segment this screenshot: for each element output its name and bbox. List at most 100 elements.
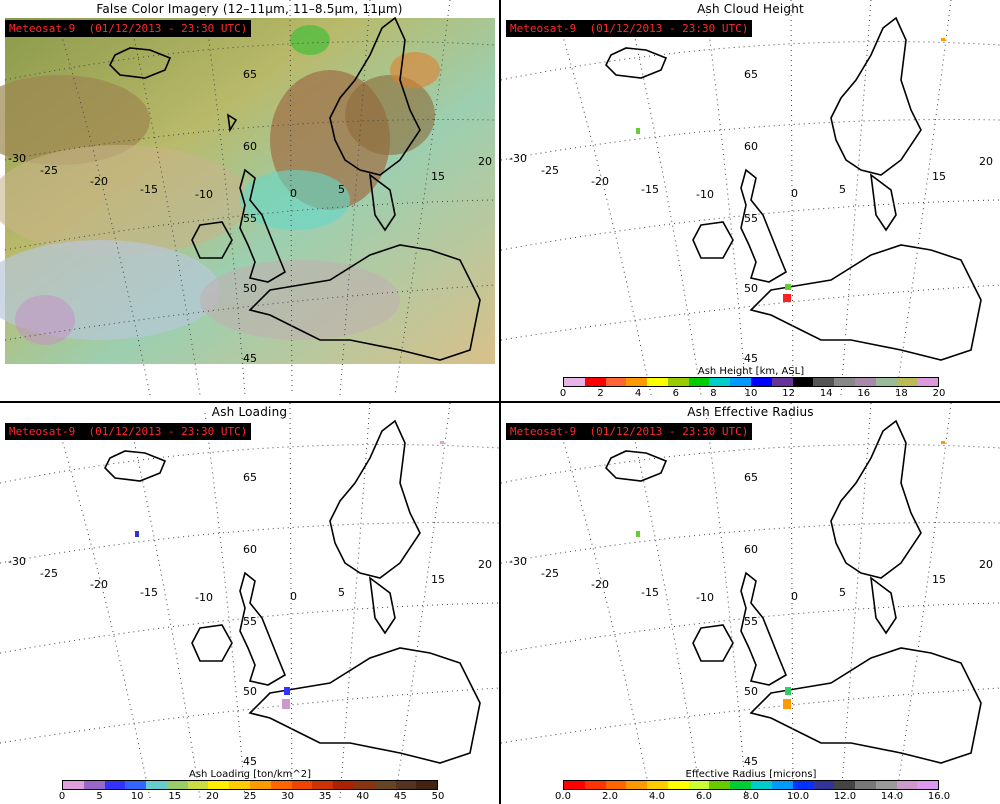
colorbar-tick-label: 12	[782, 388, 795, 399]
lat-label: 50	[243, 282, 257, 295]
timestamp-label: Meteosat-9 (01/12/2013 - 23:30 UTC)	[506, 20, 753, 37]
colorbar-swatch	[63, 781, 84, 789]
panel-title: Ash Loading	[211, 405, 288, 419]
colorbar-tick-label: 6.0	[696, 791, 712, 802]
colorbar-swatch	[626, 378, 648, 386]
colorbar-swatch	[709, 781, 731, 789]
lat-label: 45	[744, 755, 758, 768]
lat-label: 55	[744, 212, 758, 225]
lon-label: -20	[90, 175, 108, 188]
colorbar-tick-label: 30	[281, 791, 294, 802]
colorbar-tick-label: 40	[356, 791, 370, 802]
panel-ash-radius: Ash Effective Radius -30 -25 -20 -15 -10	[501, 403, 1000, 804]
colorbar-swatch	[854, 378, 876, 386]
colorbar-tick-label: 4.0	[649, 791, 665, 802]
panel-title: Ash Effective Radius	[687, 405, 814, 419]
colorbar-tick-label: 12.0	[833, 791, 857, 802]
lon-label: -15	[641, 586, 659, 599]
colorbar-tick-label: 8	[710, 388, 717, 399]
colorbar-swatch	[917, 378, 939, 386]
colorbar-swatch	[771, 378, 793, 386]
lon-label: 15	[431, 573, 445, 586]
colorbar-tick-label: 20	[932, 388, 946, 399]
lon-label: -25	[541, 567, 559, 580]
colorbar-title: Ash Height [km, ASL]	[697, 366, 805, 377]
lon-label: 0	[791, 187, 798, 200]
colorbar-swatch	[751, 781, 772, 789]
ash-loading-map: -30 -25 -20 -15 -10 0 5 15 20 65 60 55 5…	[0, 403, 499, 799]
false-color-map: -30 -25 -20 -15 -10 0 5 15 20 65 60 55 5…	[0, 0, 496, 396]
colorbar-swatch	[208, 781, 230, 789]
lon-label: 15	[431, 170, 445, 183]
lat-label: 65	[744, 471, 758, 484]
lon-label: -15	[140, 183, 158, 196]
colorbar-swatch	[647, 781, 668, 789]
lon-label: 20	[478, 558, 492, 571]
colorbar-swatch	[229, 781, 251, 789]
colorbar-tick-label: 25	[243, 791, 257, 802]
timestamp-label: Meteosat-9 (01/12/2013 - 23:30 UTC)	[506, 423, 753, 440]
colorbar-swatch	[626, 781, 648, 789]
colorbar-tick-label: 4	[635, 388, 642, 399]
lon-label: -15	[140, 586, 158, 599]
panel-ash-loading: Ash Loading -30 -25 -20 -15 -10 0	[0, 403, 499, 804]
lat-label: 60	[744, 543, 758, 556]
timestamp-label: Meteosat-9 (01/12/2013 - 23:30 UTC)	[5, 423, 252, 440]
lon-label: -10	[195, 591, 213, 604]
colorbar-tick-label: 0	[559, 388, 567, 399]
lon-label: -30	[8, 555, 26, 568]
colorbar-swatch	[584, 781, 606, 789]
colorbar-tick-label: 0.0	[555, 791, 571, 802]
colorbar-swatch	[896, 781, 918, 789]
colorbar-tick-label: 10	[130, 791, 144, 802]
lon-label: -30	[509, 152, 527, 165]
colorbar-swatch	[688, 781, 710, 789]
colorbar-swatch	[564, 781, 585, 789]
lon-label: 15	[932, 573, 946, 586]
colorbar-swatch	[792, 781, 814, 789]
colorbar-swatch	[605, 378, 627, 386]
panel-title: False Color Imagery (12–11μm, 11–8.5μm, …	[96, 2, 403, 16]
panel-title: Ash Cloud Height	[697, 2, 804, 16]
colorbar-tick-label: 14.0	[880, 791, 904, 802]
colorbar-swatch	[647, 378, 668, 386]
colorbar-swatch	[416, 781, 438, 789]
lon-label: -30	[509, 555, 527, 568]
lon-label: 5	[338, 183, 345, 196]
colorbar-title: Effective Radius [microns]	[685, 769, 817, 780]
colorbar-tick-label: 5	[96, 791, 103, 802]
colorbar-tick-label: 8.0	[743, 791, 759, 802]
colorbar-tick-label: 10.0	[786, 791, 810, 802]
colorbar-ticks: 0 5 10 15 20 25 30 35 40 45 50	[59, 791, 445, 803]
panel-ash-height: Ash Cloud Height -30 -25 -20 -15 -10 0	[501, 0, 1000, 401]
colorbar-swatch	[667, 378, 689, 386]
lon-label: -20	[90, 578, 108, 591]
colorbar	[563, 780, 939, 790]
lon-label: -10	[696, 591, 714, 604]
colorbar-swatch	[688, 378, 710, 386]
colorbar-swatch	[813, 781, 835, 789]
colorbar-swatch	[312, 781, 334, 789]
timestamp-label: Meteosat-9 (01/12/2013 - 23:30 UTC)	[5, 20, 252, 37]
colorbar-swatch	[709, 378, 731, 386]
colorbar-tick-label: 2	[597, 388, 604, 399]
lat-label: 55	[243, 615, 257, 628]
colorbar-ticks: 0 2 4 6 8 10 12 14 16 18 20	[559, 388, 946, 400]
colorbar-swatch	[751, 378, 772, 386]
colorbar-swatch	[564, 378, 585, 386]
lat-label: 55	[243, 212, 257, 225]
colorbar-swatch	[854, 781, 876, 789]
colorbar	[62, 780, 438, 790]
panel-false-color: False Color Imagery (12–11μm, 11–8.5μm, …	[0, 0, 499, 401]
colorbar-ticks: 0.0 2.0 4.0 6.0 8.0 10.0 12.0 14.0 16.0	[555, 791, 950, 803]
ash-pixels	[636, 38, 945, 302]
colorbar-swatch	[834, 781, 855, 789]
colorbar-tick-label: 35	[318, 791, 332, 802]
ash-height-map: -30 -25 -20 -15 -10 0 5 15 20 65 60 55 5…	[501, 0, 1000, 396]
lon-label: 20	[979, 558, 993, 571]
colorbar-swatch	[353, 781, 375, 789]
lat-label: 60	[243, 543, 257, 556]
lon-label: -15	[641, 183, 659, 196]
lon-label: -20	[591, 175, 609, 188]
colorbar-tick-label: 18	[895, 388, 908, 399]
